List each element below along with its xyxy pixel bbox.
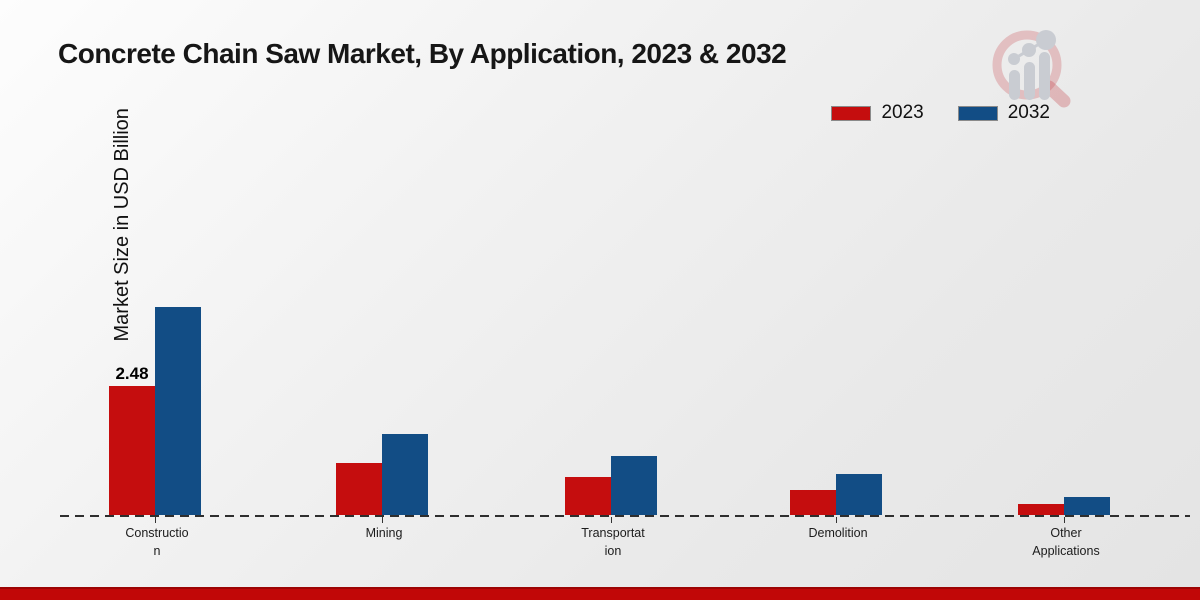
legend-swatch-2023 [831, 105, 872, 121]
bar-value-label: 2.48 [115, 364, 149, 383]
x-axis-tick [611, 517, 612, 523]
legend: 2023 2032 [831, 102, 1050, 124]
legend-label-2023: 2023 [881, 102, 924, 123]
legend-item-2023: 2023 [831, 102, 924, 124]
bar-2032-other-applications [1064, 497, 1110, 515]
bar-2023-construction: 2.48 [109, 364, 155, 515]
x-axis-label-mining: Mining [365, 526, 403, 540]
bar-2023-mining [336, 463, 382, 515]
x-axis-tick [1064, 517, 1065, 523]
x-axis-tick [382, 517, 383, 523]
legend-label-2032: 2032 [1007, 102, 1050, 123]
x-axis-tick [836, 517, 837, 523]
bar-2032-mining [382, 434, 428, 515]
magnifier-bar-chart-logo-icon [992, 30, 1071, 108]
x-axis-label-construction: Constructio n [125, 526, 189, 558]
legend-swatch-2032 [957, 105, 998, 121]
bar-2023-transportation [565, 477, 611, 515]
x-axis-label-other-applications: Other Applications [1032, 526, 1100, 558]
bar-2023-demolition [790, 490, 836, 515]
x-axis-tick [155, 517, 156, 523]
chart-title: Concrete Chain Saw Market, By Applicatio… [58, 38, 787, 69]
x-axis-label-transportation: Transportat ion [581, 526, 645, 558]
footer-accent-bar [0, 587, 1200, 600]
bar-2023-other-applications [1018, 504, 1064, 515]
legend-item-2032: 2032 [957, 102, 1050, 124]
bar-2032-demolition [836, 474, 882, 515]
bar-2032-construction [155, 307, 201, 515]
x-axis-baseline [60, 515, 1190, 517]
x-axis-label-demolition: Demolition [808, 526, 868, 540]
bar-2032-transportation [611, 456, 657, 515]
